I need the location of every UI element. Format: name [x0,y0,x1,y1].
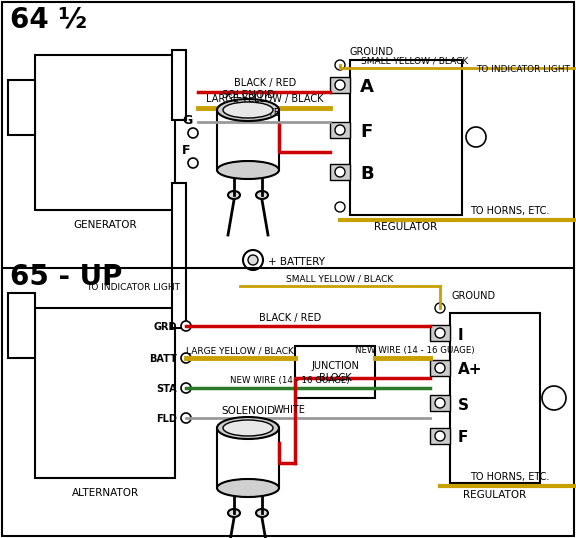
Text: A+: A+ [458,363,483,378]
Bar [8,80,35,135]
Bar [217,428,279,488]
Circle shape [335,60,345,70]
Ellipse shape [217,479,279,497]
Bar [35,308,175,478]
Ellipse shape [228,191,240,199]
Bar [450,313,540,483]
Bar [330,122,350,138]
Text: STA: STA [156,384,177,394]
Circle shape [435,303,445,313]
Text: TO HORNS, ETC.: TO HORNS, ETC. [471,472,550,482]
Text: F: F [182,145,191,158]
Text: WHITE: WHITE [249,108,281,118]
Circle shape [435,431,445,441]
Text: TO INDICATOR LIGHT: TO INDICATOR LIGHT [86,282,180,292]
Circle shape [335,80,345,90]
Circle shape [435,398,445,408]
Text: LARGE YELLOW / BLACK: LARGE YELLOW / BLACK [186,346,294,355]
Bar [330,77,350,93]
Circle shape [181,353,191,363]
Ellipse shape [223,102,273,118]
Text: WHITE: WHITE [274,405,306,415]
Text: A: A [360,78,374,96]
Circle shape [335,125,345,135]
Bar [330,164,350,180]
Text: GENERATOR: GENERATOR [73,220,137,230]
Circle shape [181,383,191,393]
Text: F: F [360,123,372,141]
Text: I: I [458,328,464,343]
Text: BLACK / RED: BLACK / RED [234,78,296,88]
Bar [350,60,462,215]
Text: FLD: FLD [156,414,177,424]
Text: BATT: BATT [149,354,177,364]
Bar [172,50,186,120]
Bar [8,293,35,358]
Text: SOLENOID: SOLENOID [221,406,275,416]
Bar [172,183,186,328]
Text: SMALL YELLOW / BLACK: SMALL YELLOW / BLACK [286,274,393,283]
Circle shape [542,386,566,410]
Circle shape [181,321,191,331]
Circle shape [335,202,345,212]
Bar [295,346,375,398]
Text: REGULATOR: REGULATOR [374,222,438,232]
Text: NEW WIRE (14 - 16 GUAGE): NEW WIRE (14 - 16 GUAGE) [355,346,475,355]
Ellipse shape [217,99,279,121]
Circle shape [466,127,486,147]
Bar [35,55,175,210]
Text: LARGE YELLOW / BLACK: LARGE YELLOW / BLACK [206,94,324,104]
Text: NEW WIRE (14 - 16 GUAGE): NEW WIRE (14 - 16 GUAGE) [230,376,350,385]
Text: SMALL YELLOW / BLACK: SMALL YELLOW / BLACK [361,56,469,65]
Text: S: S [458,398,469,413]
Text: F: F [458,430,468,445]
Circle shape [181,413,191,423]
Text: + BATTERY: + BATTERY [268,257,325,267]
Circle shape [188,158,198,168]
Text: REGULATOR: REGULATOR [463,490,526,500]
Circle shape [435,328,445,338]
Text: 65 - UP: 65 - UP [10,263,122,291]
Bar [430,325,450,341]
Circle shape [188,128,198,138]
Circle shape [243,250,263,270]
Circle shape [248,255,258,265]
Bar [430,395,450,411]
Text: 64 ½: 64 ½ [10,5,87,33]
Ellipse shape [256,191,268,199]
Text: SOLENOID: SOLENOID [221,90,275,100]
Text: ALTERNATOR: ALTERNATOR [71,488,139,498]
Text: JUNCTION
BLOCK: JUNCTION BLOCK [311,361,359,383]
Bar [217,110,279,170]
Ellipse shape [223,420,273,436]
Bar [430,360,450,376]
Ellipse shape [256,509,268,517]
Ellipse shape [217,161,279,179]
Text: TO INDICATOR LIGHT: TO INDICATOR LIGHT [476,65,570,74]
Ellipse shape [228,509,240,517]
Text: GRD: GRD [153,322,177,332]
Bar [430,428,450,444]
Text: G: G [182,114,192,126]
Circle shape [435,363,445,373]
Text: GROUND: GROUND [350,47,394,57]
Text: BLACK / RED: BLACK / RED [259,313,321,323]
Ellipse shape [217,417,279,439]
Text: B: B [360,165,374,183]
Text: TO HORNS, ETC.: TO HORNS, ETC. [471,206,550,216]
Circle shape [335,167,345,177]
Text: GROUND: GROUND [452,291,496,301]
